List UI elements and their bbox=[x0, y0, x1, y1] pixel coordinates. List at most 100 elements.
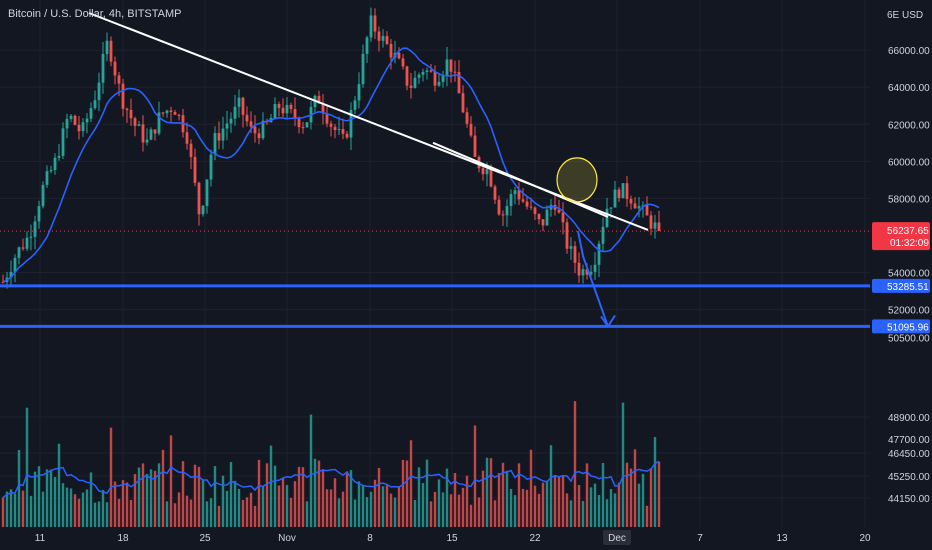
candle-body bbox=[169, 110, 173, 113]
candle-body bbox=[233, 106, 237, 119]
candle-body bbox=[585, 269, 589, 275]
volume-bar bbox=[281, 477, 285, 527]
candle-body bbox=[565, 222, 569, 249]
volume-bar bbox=[421, 483, 425, 527]
candle-body bbox=[133, 118, 137, 126]
volume-bar bbox=[305, 501, 309, 527]
volume-bar bbox=[309, 414, 313, 527]
volume-bar bbox=[357, 481, 361, 527]
candle-body bbox=[145, 139, 149, 143]
candle-body bbox=[469, 123, 473, 136]
volume-bar bbox=[325, 489, 329, 527]
candle-body bbox=[201, 205, 205, 215]
volume-bar bbox=[193, 464, 197, 527]
volume-bar bbox=[541, 482, 545, 527]
candle-body bbox=[141, 124, 145, 143]
volume-bar bbox=[585, 463, 589, 527]
candle-body bbox=[521, 199, 525, 202]
candle-body bbox=[53, 157, 57, 171]
candle-body bbox=[401, 58, 405, 67]
price-tick-label: 64000.00 bbox=[888, 83, 930, 94]
candle-body bbox=[373, 15, 377, 32]
candle-body bbox=[377, 31, 381, 41]
x-tick-label: Nov bbox=[278, 533, 296, 544]
candle-body bbox=[165, 110, 169, 114]
candle-body bbox=[581, 269, 585, 276]
candle-body bbox=[381, 36, 385, 41]
volume-bar bbox=[101, 490, 105, 527]
volume-bar bbox=[349, 470, 353, 527]
candle-body bbox=[149, 129, 153, 140]
trendline bbox=[432, 141, 609, 218]
volume-bar bbox=[233, 480, 237, 527]
x-tick-label: 7 bbox=[697, 533, 703, 544]
volume-bar bbox=[605, 499, 609, 527]
volume-bar bbox=[609, 489, 613, 527]
candle-body bbox=[629, 198, 633, 204]
candle-body bbox=[261, 120, 265, 139]
volume-bar bbox=[117, 498, 121, 527]
candle-body bbox=[621, 183, 625, 199]
candle-body bbox=[453, 71, 457, 73]
x-tick-label: 13 bbox=[776, 533, 788, 544]
candle-body bbox=[173, 112, 177, 115]
candle-body bbox=[297, 118, 301, 128]
candle-body bbox=[365, 37, 369, 54]
candle-body bbox=[225, 123, 229, 129]
candle-body bbox=[613, 189, 617, 208]
volume-bar bbox=[221, 475, 225, 527]
candle-body bbox=[653, 222, 657, 229]
volume-bar bbox=[177, 492, 181, 527]
volume-bar bbox=[433, 491, 437, 527]
volume-bar bbox=[261, 486, 265, 527]
candle-body bbox=[13, 257, 17, 272]
candle-body bbox=[341, 129, 345, 134]
volume-bar bbox=[129, 499, 133, 527]
volume-bar bbox=[625, 462, 629, 527]
candle-body bbox=[217, 133, 221, 141]
candle-body bbox=[529, 206, 533, 208]
candle-body bbox=[129, 109, 133, 119]
candle-body bbox=[21, 247, 25, 249]
x-tick-label: 11 bbox=[35, 533, 46, 544]
volume-bar bbox=[105, 502, 109, 527]
volume-bar bbox=[9, 489, 13, 527]
volume-bar bbox=[465, 475, 469, 527]
candle-body bbox=[369, 15, 373, 38]
volume-bar bbox=[157, 463, 161, 527]
candle-body bbox=[237, 97, 241, 107]
volume-bar bbox=[425, 459, 429, 527]
current-price-value: 56237.65 bbox=[887, 226, 929, 237]
candle-body bbox=[421, 71, 425, 75]
volume-bar bbox=[73, 494, 77, 527]
x-tick-label: 18 bbox=[117, 533, 129, 544]
volume-bar bbox=[21, 490, 25, 527]
volume-bar bbox=[513, 495, 517, 527]
candle-body bbox=[161, 112, 165, 114]
x-current-date-badge bbox=[603, 530, 631, 545]
candle-body bbox=[117, 75, 121, 84]
volume-bar bbox=[381, 486, 385, 527]
volume-bar bbox=[529, 449, 533, 527]
price-tick-label: 58000.00 bbox=[888, 194, 930, 205]
volume-bar bbox=[65, 487, 69, 527]
x-tick-label: 20 bbox=[859, 533, 871, 544]
volume-bar bbox=[169, 435, 173, 527]
volume-bar bbox=[125, 482, 129, 527]
volume-bar bbox=[521, 488, 525, 527]
candle-body bbox=[321, 103, 325, 114]
candle-body bbox=[301, 127, 305, 129]
candle-body bbox=[81, 122, 85, 132]
volume-bar bbox=[85, 489, 89, 527]
volume-bar bbox=[109, 427, 113, 527]
volume-bar bbox=[405, 460, 409, 527]
candle-body bbox=[569, 246, 573, 249]
candle-body bbox=[657, 222, 661, 232]
volume-bar bbox=[621, 402, 625, 527]
candle-body bbox=[449, 59, 453, 72]
price-tick-label: 52000.00 bbox=[888, 306, 930, 317]
volume-bar bbox=[525, 489, 529, 527]
candle-body bbox=[113, 61, 117, 76]
